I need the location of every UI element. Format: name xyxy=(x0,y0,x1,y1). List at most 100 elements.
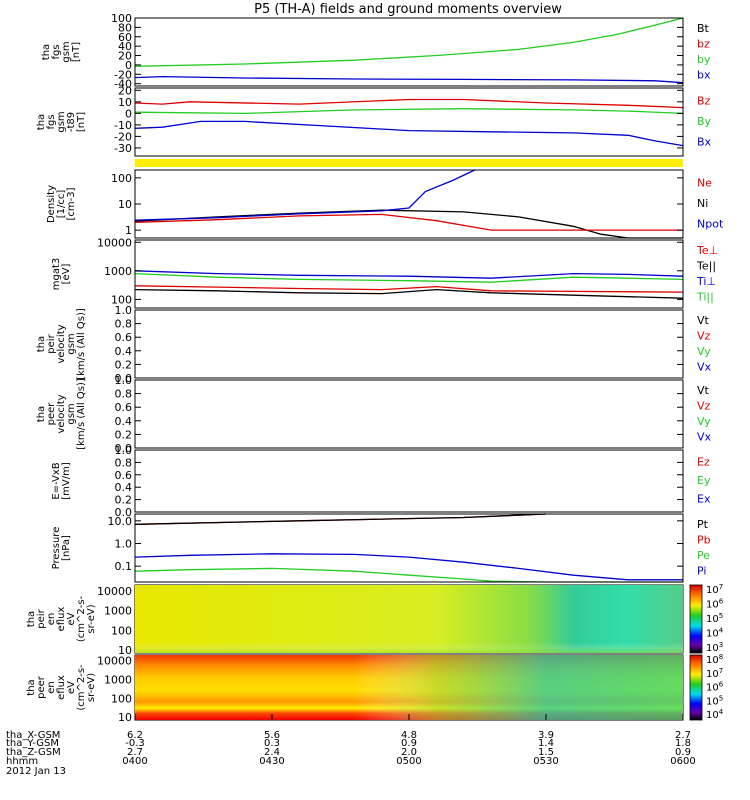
y-tick-label: -20 xyxy=(114,130,132,143)
legend-Bz: Bz xyxy=(697,94,711,107)
y-axis-label: tha xyxy=(26,611,37,627)
colorbar-tick: 106 xyxy=(706,681,724,694)
colorbar-tick: 105 xyxy=(706,694,723,707)
y-axis-label: [1/cc] xyxy=(56,190,67,219)
y-tick-label: 0 xyxy=(125,59,132,72)
y-tick-label: 80 xyxy=(118,21,132,34)
y-tick-label: 0.8 xyxy=(115,456,133,469)
y-tick-label: 100 xyxy=(111,624,132,637)
axis-row-value: 1.4 xyxy=(538,738,554,749)
plot-title: P5 (TH-A) fields and ground moments over… xyxy=(254,2,562,17)
y-tick-label: 1.0 xyxy=(115,304,133,317)
y-tick-label: 0.6 xyxy=(115,331,133,344)
y-tick-label: 0.4 xyxy=(115,345,133,358)
series-Bx xyxy=(134,120,684,147)
legend-Ti⊥: Ti⊥ xyxy=(696,275,716,288)
panel-frame xyxy=(134,239,684,309)
panel-frame xyxy=(134,169,684,239)
y-axis-label: [nT] xyxy=(71,42,82,62)
y-tick-label: 0.0 xyxy=(115,442,133,455)
y-tick-label: 0.8 xyxy=(115,318,133,331)
axis-row-value: 0.3 xyxy=(264,738,280,749)
time-axis: tha_X-GSM 6.2 5.6 4.8 3.9 2.7 tha_Y-GSM -0.3 0.3… xyxy=(6,714,696,777)
y-axis-label: eV xyxy=(66,681,77,694)
panel-frame xyxy=(134,309,684,379)
series-Bz xyxy=(134,98,684,109)
y-axis-label: [eV] xyxy=(61,264,72,285)
y-axis-label: tha xyxy=(41,44,52,60)
axis-row-value: 1.8 xyxy=(675,738,691,749)
y-axis-label: eV xyxy=(66,612,77,625)
y-axis-label: (cm^2-s- xyxy=(76,595,87,642)
y-tick-label: 100 xyxy=(111,12,132,25)
y-axis-label: peer xyxy=(36,675,47,699)
y-axis-label: Density xyxy=(46,185,57,223)
legend-Vz: Vz xyxy=(697,399,711,412)
y-axis-label: en xyxy=(46,613,57,626)
legend-Ni: Ni xyxy=(697,197,708,210)
series-Te⊥ xyxy=(134,285,684,293)
axis-row-value: 1.5 xyxy=(538,747,554,758)
panel-8: 10.0 1.0 0.1 Pressure [nPa] Pt Pb Pe Pi xyxy=(51,513,711,583)
y-tick-label: 0.2 xyxy=(115,428,133,441)
panel-frame xyxy=(134,379,684,449)
y-tick-label: 20 xyxy=(118,84,132,97)
y-tick-label: 10000 xyxy=(97,655,132,668)
axis-row-label: tha_Z-GSM xyxy=(6,747,61,758)
y-axis-label: eflux xyxy=(56,675,67,700)
y-tick-label: 0.6 xyxy=(115,401,133,414)
series-Npot xyxy=(134,169,476,221)
date-label: 2012 Jan 13 xyxy=(6,766,66,777)
y-tick-label: 0.2 xyxy=(115,494,133,507)
y-tick-label: 0.1 xyxy=(115,560,133,573)
y-tick-label: 10 xyxy=(118,96,132,109)
colorbar-tick: 105 xyxy=(706,612,723,625)
axis-row-value: 0500 xyxy=(396,756,421,767)
y-tick-label: -40 xyxy=(114,78,132,91)
legend-Vt: Vt xyxy=(697,384,710,397)
panel-frame xyxy=(134,17,684,87)
colorbar-tick: 104 xyxy=(706,708,724,721)
legend-Pe: Pe xyxy=(697,549,710,562)
y-axis-label: (cm^2-s- xyxy=(76,664,87,711)
y-tick-label: 10 xyxy=(118,711,132,724)
y-axis-label: velocity xyxy=(56,324,67,363)
legend-Vt: Vt xyxy=(697,314,710,327)
y-axis-label: gsm xyxy=(56,111,67,132)
legend-Vx: Vx xyxy=(697,360,712,373)
y-axis-label: [mV/m] xyxy=(61,462,72,500)
axis-row-label: tha_Y-GSM xyxy=(6,738,59,749)
series-Pe xyxy=(134,567,683,583)
y-axis-label: [km/s (All Qs)] xyxy=(76,308,87,380)
panel-frame xyxy=(134,513,684,583)
y-tick-label: 10000 xyxy=(97,585,132,598)
y-axis-label: [nT] xyxy=(76,112,87,132)
y-tick-label: 10 xyxy=(118,644,132,657)
legend-Ey: Ey xyxy=(697,474,711,487)
legend-Ex: Ex xyxy=(697,493,711,506)
y-tick-label: 1 xyxy=(125,224,132,237)
y-tick-label: 20 xyxy=(118,50,132,63)
flag-bar xyxy=(135,159,683,167)
legend-Vx: Vx xyxy=(697,430,712,443)
ion-spectrogram xyxy=(135,585,683,653)
axis-row-value: 2.7 xyxy=(675,730,691,741)
y-tick-label: -10 xyxy=(114,119,132,132)
y-tick-label: 60 xyxy=(118,31,132,44)
colorbar-tick: 107 xyxy=(706,667,723,680)
legend-Ti||: Ti|| xyxy=(696,290,714,303)
y-axis-label: velocity xyxy=(56,394,67,433)
axis-row-value: 0400 xyxy=(122,756,147,767)
colorbar-ion xyxy=(689,584,703,654)
y-tick-label: 10 xyxy=(118,198,132,211)
y-axis-label: fgs xyxy=(46,114,57,129)
series-Ne xyxy=(134,213,683,231)
y-tick-label: 1000 xyxy=(104,673,132,686)
y-axis-label: peir xyxy=(46,333,57,353)
y-tick-label: 1.0 xyxy=(115,444,133,457)
series-Ti|| xyxy=(134,272,684,283)
